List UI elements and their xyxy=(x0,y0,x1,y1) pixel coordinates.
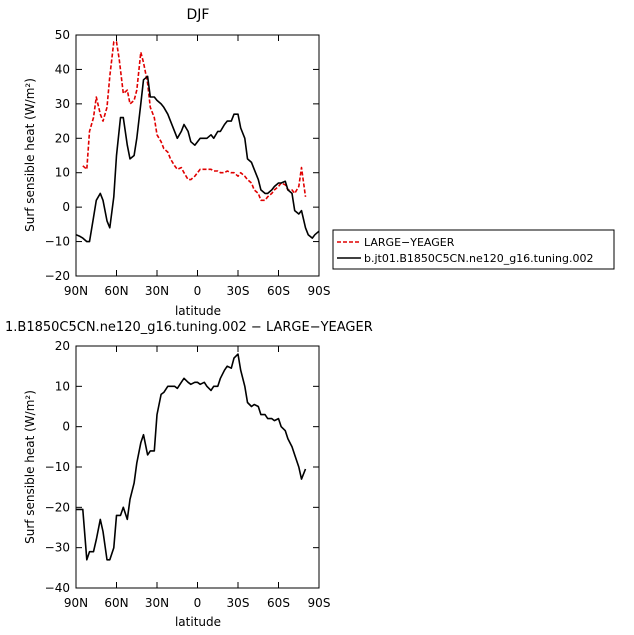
y-tick-label: −10 xyxy=(45,235,70,249)
bottom-panel: 1.B1850C5CN.ne120_g16.tuning.002 − LARGE… xyxy=(5,320,373,629)
y-tick-label: −10 xyxy=(45,460,70,474)
x-tick-label: 90S xyxy=(308,596,331,610)
bottom-y-axis-label: Surf sensible heat (W/m²) xyxy=(23,390,37,544)
top-x-ticks: 90N 60N 30N 0 30S 60S 90S xyxy=(64,35,331,298)
top-plot-frame xyxy=(75,34,320,277)
legend-label-large-yeager: LARGE−YEAGER xyxy=(364,236,455,249)
top-y-axis-label: Surf sensible heat (W/m²) xyxy=(23,78,37,232)
x-tick-label: 30S xyxy=(227,596,250,610)
x-tick-label: 0 xyxy=(194,596,202,610)
x-tick-label: 90N xyxy=(64,284,88,298)
y-tick-label: −20 xyxy=(45,500,70,514)
bottom-series xyxy=(76,353,307,561)
x-tick-label: 90N xyxy=(64,596,88,610)
x-tick-label: 60S xyxy=(267,596,290,610)
y-tick-label: 20 xyxy=(55,131,70,145)
y-tick-label: 10 xyxy=(55,166,70,180)
top-x-axis-label: latitude xyxy=(175,304,221,318)
x-tick-label: 60N xyxy=(104,596,128,610)
y-tick-label: 50 xyxy=(55,28,70,42)
y-tick-label: 0 xyxy=(62,200,70,214)
x-tick-label: 60N xyxy=(104,284,128,298)
bottom-y-ticks: −40 −30 −20 −10 0 10 20 xyxy=(45,339,319,595)
x-tick-label: 60S xyxy=(267,284,290,298)
legend-label-model: b.jt01.B1850C5CN.ne120_g16.tuning.002 xyxy=(364,252,593,265)
y-tick-label: −40 xyxy=(45,581,70,595)
series-line-0 xyxy=(82,41,307,202)
x-tick-label: 30N xyxy=(145,284,169,298)
series-line-0 xyxy=(76,353,307,561)
top-panel-title: DJF xyxy=(187,7,210,23)
bottom-x-axis-label: latitude xyxy=(175,615,221,629)
y-tick-label: −30 xyxy=(45,541,70,555)
x-tick-label: 30S xyxy=(227,284,250,298)
y-tick-label: 0 xyxy=(62,420,70,434)
top-series xyxy=(75,41,320,243)
top-y-ticks: −20 −10 0 10 20 30 40 50 xyxy=(45,28,319,283)
legend: LARGE−YEAGER b.jt01.B1850C5CN.ne120_g16.… xyxy=(332,229,615,270)
y-tick-label: 20 xyxy=(55,339,70,353)
legend-box xyxy=(332,229,615,270)
y-tick-label: −20 xyxy=(45,269,70,283)
y-tick-label: 30 xyxy=(55,97,70,111)
bottom-panel-title: 1.B1850C5CN.ne120_g16.tuning.002 − LARGE… xyxy=(5,320,373,335)
series-line-1 xyxy=(75,75,320,243)
x-tick-label: 0 xyxy=(194,284,202,298)
y-tick-label: 40 xyxy=(55,62,70,76)
x-tick-label: 90S xyxy=(308,284,331,298)
y-tick-label: 10 xyxy=(55,379,70,393)
bottom-x-ticks: 90N 60N 30N 0 30S 60S 90S xyxy=(64,346,331,610)
x-tick-label: 30N xyxy=(145,596,169,610)
